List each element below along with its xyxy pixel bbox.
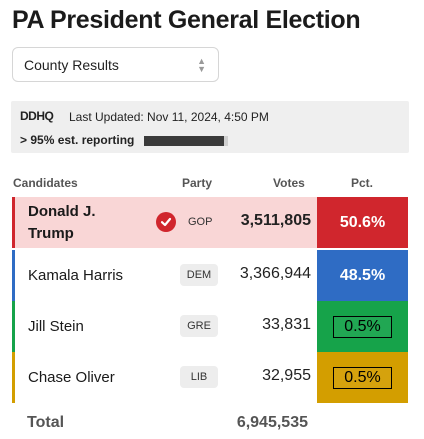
party-badge: GRE <box>180 315 218 337</box>
party-color-bar <box>12 197 15 248</box>
reporting-progress-fill <box>144 136 224 146</box>
total-votes: 6,945,535 <box>236 414 308 431</box>
vote-count: 33,831 <box>262 316 311 333</box>
candidate-name: Jill Stein <box>28 318 84 335</box>
total-label: Total <box>27 414 65 431</box>
reporting-info-box: DDHQ Last Updated: Nov 11, 2024, 4:50 PM… <box>11 101 409 153</box>
vote-percentage: 50.6% <box>317 197 408 248</box>
party-badge: GOP <box>188 216 213 228</box>
party-badge: LIB <box>180 366 218 388</box>
candidate-row-harris[interactable]: Kamala Harris DEM 3,366,944 48.5% <box>12 250 408 301</box>
candidate-name: Donald J. Trump <box>28 203 96 242</box>
column-header-votes: Votes <box>273 176 305 190</box>
reporting-progress-bar <box>144 136 228 146</box>
candidate-row-stein[interactable]: Jill Stein GRE 33,831 0.5% <box>12 301 408 352</box>
party-color-bar <box>12 301 15 352</box>
vote-percentage: 0.5% <box>317 352 408 403</box>
vote-percentage-label: 0.5% <box>333 315 392 338</box>
vote-count: 32,955 <box>262 367 311 384</box>
reporting-status-text: > 95% est. reporting <box>20 133 135 147</box>
vote-percentage-label: 48.5% <box>339 266 386 284</box>
column-header-pct: Pct. <box>351 176 374 190</box>
candidate-name: Chase Oliver <box>28 369 115 386</box>
winner-check-icon <box>156 212 176 232</box>
chevron-up-down-icon: ▲ ▼ <box>197 56 206 74</box>
vote-percentage: 0.5% <box>317 301 408 352</box>
vote-percentage-label: 0.5% <box>333 366 392 389</box>
vote-percentage: 48.5% <box>317 250 408 301</box>
vote-percentage-label: 50.6% <box>339 213 386 231</box>
column-header-candidates: Candidates <box>13 176 78 190</box>
vote-count: 3,511,805 <box>240 212 311 229</box>
results-view-select[interactable]: County Results ▲ ▼ <box>12 47 219 82</box>
column-header-party: Party <box>182 176 213 190</box>
party-badge: DEM <box>180 264 218 286</box>
ddhq-logo: DDHQ <box>20 109 54 123</box>
candidate-name: Kamala Harris <box>28 267 124 284</box>
party-color-bar <box>12 250 15 301</box>
results-view-select-value: County Results <box>24 56 119 73</box>
candidate-row-trump[interactable]: Donald J. Trump GOP 3,511,805 50.6% <box>12 197 408 248</box>
vote-count: 3,366,944 <box>239 265 311 282</box>
last-updated-text: Last Updated: Nov 11, 2024, 4:50 PM <box>69 110 269 124</box>
page-title: PA President General Election <box>12 6 361 34</box>
party-color-bar <box>12 352 15 403</box>
candidate-row-oliver[interactable]: Chase Oliver LIB 32,955 0.5% <box>12 352 408 403</box>
